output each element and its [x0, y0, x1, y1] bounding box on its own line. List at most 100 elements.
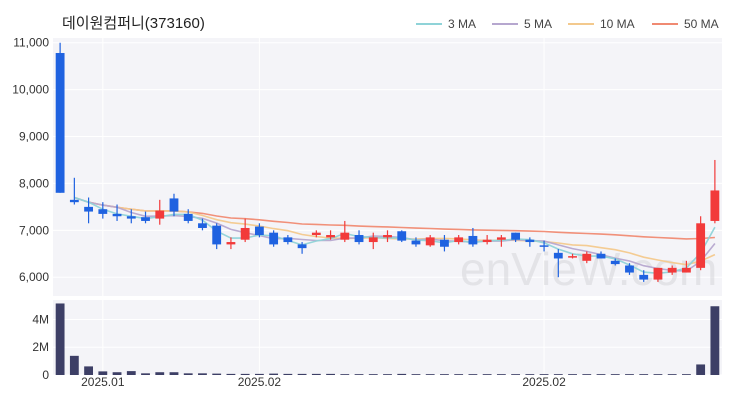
volume-bar: [568, 374, 577, 375]
legend-label: 50 MA: [684, 17, 719, 31]
candle-body: [226, 242, 236, 245]
candle-body: [269, 232, 279, 245]
candle: [297, 242, 307, 254]
volume-tick-label: 4M: [32, 312, 49, 326]
volume-tick-label: 0: [42, 368, 49, 382]
volume-bar: [696, 364, 706, 375]
candle-body: [582, 253, 592, 261]
volume-bar: [539, 374, 549, 375]
candle-body: [340, 232, 350, 240]
volume-bar: [183, 373, 193, 375]
candle: [198, 218, 207, 231]
candle-body: [368, 237, 378, 243]
legend-label: 5 MA: [524, 17, 552, 31]
ma3-line: [74, 196, 716, 275]
watermark: enVieW.com: [460, 243, 717, 295]
candle-body: [553, 252, 563, 259]
candle-body: [98, 209, 108, 214]
candle-body: [169, 198, 179, 212]
candle: [98, 202, 108, 219]
candle: [468, 227, 478, 247]
volume-bar: [682, 374, 691, 375]
volume-bar: [84, 366, 93, 375]
candle-body: [283, 237, 293, 243]
candle-body: [141, 217, 150, 221]
candle: [496, 235, 506, 247]
candle: [155, 199, 165, 225]
candle: [84, 197, 93, 224]
x-tick-label: 2025.02: [238, 375, 282, 389]
volume-bar: [411, 374, 421, 375]
volume-bar: [454, 374, 464, 375]
candle: [397, 230, 407, 243]
volume-bar: [511, 374, 521, 375]
candle-body: [326, 235, 335, 238]
volume-bar: [198, 373, 207, 375]
candle: [425, 235, 435, 247]
volume-bar: [55, 303, 65, 375]
candle: [440, 235, 449, 252]
x-tick-label: 2025.02: [522, 375, 566, 389]
candle-body: [568, 256, 577, 258]
candle: [368, 232, 378, 250]
candle-body: [496, 237, 506, 240]
candle: [482, 235, 492, 245]
candle-body: [69, 199, 79, 203]
candle: [212, 223, 222, 250]
candle: [183, 209, 193, 224]
candle-body: [112, 213, 122, 217]
volume-bar: [440, 374, 449, 375]
volume-panel: [53, 300, 722, 375]
candle-body: [198, 223, 207, 228]
price-tick-label: 8,000: [19, 176, 49, 190]
price-tick-label: 10,000: [12, 83, 49, 97]
candle: [454, 235, 464, 245]
candle: [354, 230, 364, 245]
candle: [511, 232, 521, 243]
candle-body: [155, 210, 165, 219]
candle: [240, 218, 250, 243]
candle: [169, 193, 179, 217]
volume-bar: [311, 373, 321, 375]
volume-bar: [141, 373, 150, 375]
volume-bar: [553, 374, 563, 375]
volume-tick-label: 2M: [32, 340, 49, 354]
volume-bar: [596, 374, 606, 375]
candle-body: [397, 231, 407, 241]
legend: 3 MA 5 MA 10 MA 50 MA: [416, 17, 719, 31]
volume-bar: [482, 374, 492, 375]
x-tick-label: 2025.01: [81, 375, 125, 389]
candle-body: [55, 53, 65, 193]
candle-body: [240, 227, 250, 240]
candle: [610, 258, 620, 266]
legend-item-ma3: 3 MA: [416, 17, 476, 31]
legend-label: 3 MA: [448, 17, 476, 31]
candle-body: [84, 206, 93, 212]
candle: [254, 223, 264, 238]
candle: [568, 253, 577, 259]
candle: [55, 42, 65, 193]
price-tick-label: 7,000: [19, 223, 49, 237]
candle-body: [297, 244, 307, 249]
candle: [383, 230, 392, 243]
candle: [141, 211, 150, 224]
candle: [667, 265, 677, 275]
candle-body: [383, 235, 392, 238]
volume-bar: [383, 374, 392, 375]
candle-body: [667, 267, 677, 273]
candle: [596, 251, 606, 259]
candle: [226, 237, 236, 250]
volume-bar: [226, 373, 236, 375]
volume-bar: [297, 373, 307, 375]
candle-body: [696, 223, 706, 268]
candle-body: [639, 274, 649, 280]
volume-bar: [283, 373, 293, 375]
volume-bar: [98, 371, 108, 375]
volume-bar: [368, 374, 378, 375]
candle-body: [525, 239, 535, 243]
legend-item-ma5: 5 MA: [492, 17, 552, 31]
candle: [539, 240, 549, 252]
candle-body: [682, 267, 691, 273]
candle-body: [254, 226, 264, 236]
